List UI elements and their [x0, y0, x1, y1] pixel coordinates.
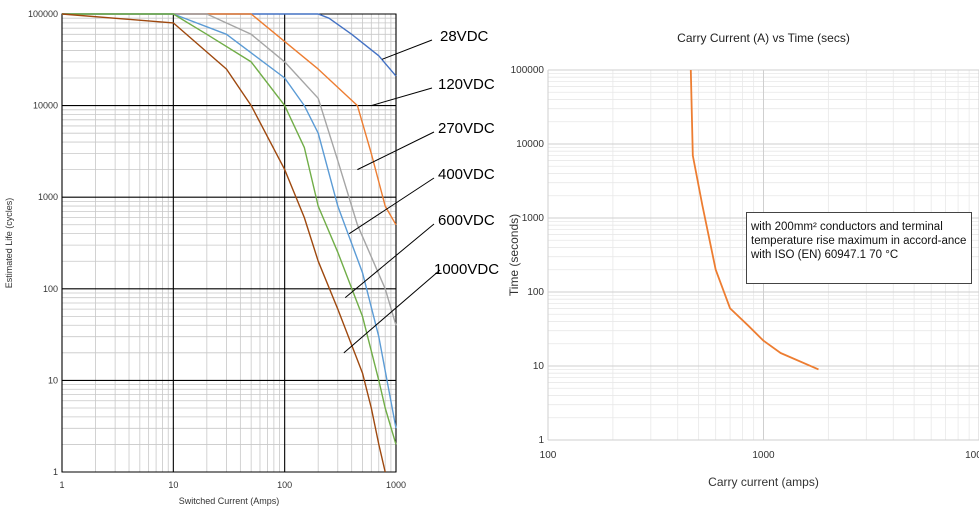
y-tick-label: 100: [527, 287, 544, 298]
conductor-note-text: with 200mm² conductors and terminal temp…: [751, 221, 967, 261]
series-line-120vdc: [62, 13, 397, 226]
y-tick-label: 1000: [38, 192, 58, 202]
chart-title: Carry Current (A) vs Time (secs): [677, 31, 850, 45]
leader-line: [344, 223, 435, 299]
x-tick-label: 1000: [752, 450, 775, 461]
y-tick-label: 1: [53, 467, 58, 477]
plot-frame: [61, 13, 397, 473]
x-axis-title: Carry current (amps): [708, 475, 819, 489]
y-tick-label: 10000: [516, 139, 544, 150]
series-line-28vdc: [62, 13, 397, 77]
series-label: 1000VDC: [434, 261, 499, 278]
series-label: 120VDC: [438, 76, 495, 93]
leader-line: [381, 39, 433, 60]
series-label: 270VDC: [438, 120, 495, 137]
series-label: 400VDC: [438, 166, 495, 183]
x-tick-label: 1000: [386, 480, 406, 490]
leader-line: [357, 131, 435, 171]
series-line-600vdc: [62, 13, 397, 445]
y-tick-label: 100000: [28, 9, 58, 19]
x-tick-label: 100: [540, 450, 557, 461]
leader-line: [371, 87, 433, 107]
leader-line: [343, 269, 441, 354]
x-tick-label: 10000: [965, 450, 979, 461]
y-tick-label: 100000: [511, 65, 545, 76]
series-label: 600VDC: [438, 212, 495, 229]
y-axis-title: Time (seconds): [507, 214, 521, 296]
y-tick-label: 10000: [33, 101, 58, 111]
series-line-carry-current: [689, 69, 819, 371]
x-tick-label: 100: [277, 480, 292, 490]
y-tick-label: 100: [43, 284, 58, 294]
series-line-1000vdc: [61, 13, 386, 473]
series-line-400vdc: [62, 13, 397, 429]
x-tick-label: 10: [168, 480, 178, 490]
conductor-note: with 200mm² conductors and terminal temp…: [746, 212, 972, 284]
y-tick-label: 1: [538, 435, 544, 446]
y-axis-title: Estimated Life (cycles): [4, 198, 14, 289]
y-tick-label: 1000: [522, 213, 545, 224]
y-tick-label: 10: [48, 375, 58, 385]
leader-line: [348, 177, 435, 235]
x-axis-title: Switched Current (Amps): [179, 496, 280, 506]
series-line-270vdc: [62, 13, 397, 326]
life-chart: 1 10 100 1000 1 10 100 1000 10000 100000 Switched …: [4, 9, 499, 506]
series-label: 28VDC: [440, 28, 489, 45]
x-tick-label: 1: [59, 480, 64, 490]
y-tick-label: 10: [533, 361, 545, 372]
